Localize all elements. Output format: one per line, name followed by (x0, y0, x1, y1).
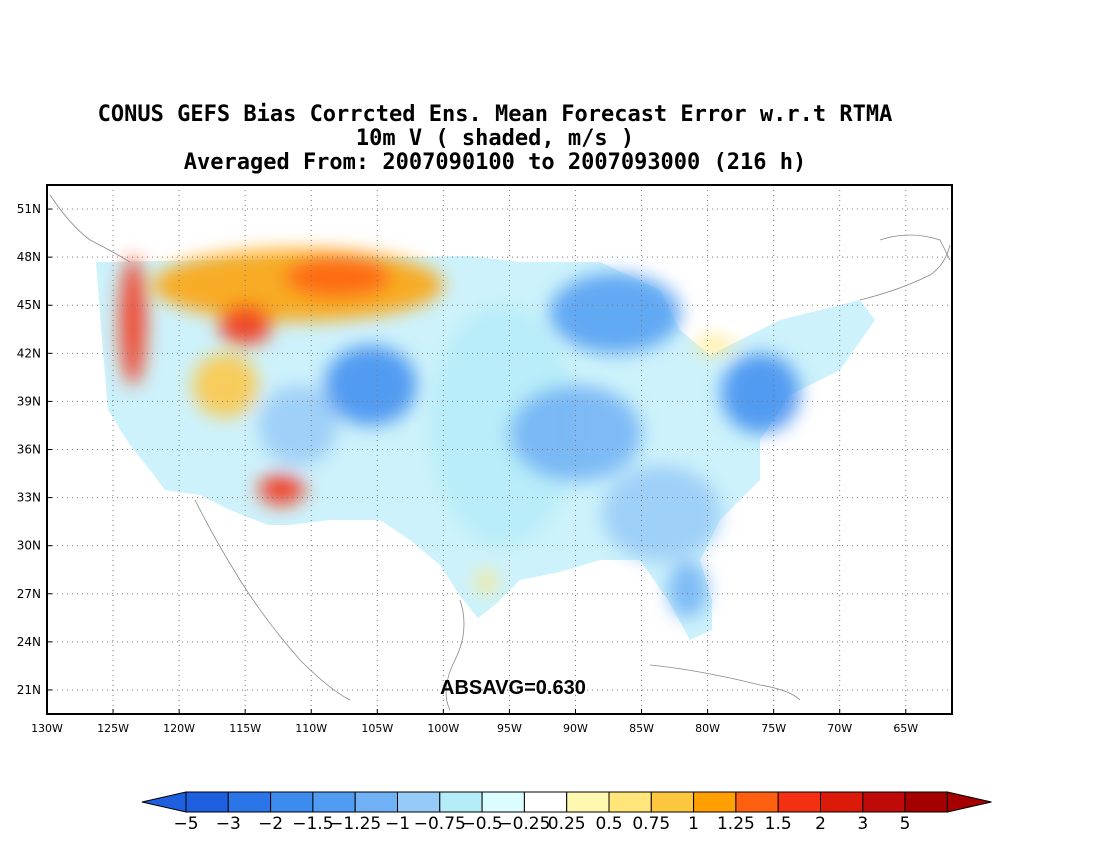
lon-label: 130W (31, 722, 63, 735)
colorbar-swatch (397, 791, 441, 813)
region-southeast-light (601, 465, 721, 562)
lat-label: 30N (17, 539, 41, 553)
colorbar-label: −0.5 (461, 814, 502, 834)
lat-label: 48N (17, 250, 41, 264)
colorbar-swatch (820, 791, 864, 813)
region-plains-light (430, 305, 576, 546)
colorbar-swatch (227, 791, 272, 813)
lon-label: 95W (497, 722, 522, 735)
lon-label: 70W (827, 722, 852, 735)
region-texas-coast-yellow (476, 569, 497, 594)
lon-label: 125W (97, 722, 129, 735)
colorbar-swatch (735, 791, 779, 813)
lat-label: 24N (17, 635, 41, 649)
colorbar-left-arrow (141, 791, 187, 813)
colorbar-label: 2 (815, 814, 826, 834)
lat-label: 42N (17, 346, 41, 360)
colorbar-label: 1.25 (717, 814, 755, 834)
colorbar-label: −2 (258, 814, 283, 834)
colorbar-swatch (312, 791, 356, 813)
colorbar-swatch (439, 791, 483, 813)
colorbar-swatch (354, 791, 399, 813)
gulf-coast (445, 599, 465, 711)
colorbar-label: −5 (173, 814, 198, 834)
colorbar-label: 1 (688, 814, 699, 834)
title-line-2: 10m V ( shaded, m/s ) (355, 126, 635, 151)
lat-label: 36N (17, 443, 41, 457)
cuba-coast (649, 664, 801, 701)
nova-scotia-coast (859, 244, 951, 301)
colorbar-swatch (566, 791, 610, 813)
colorbar-label: −3 (216, 814, 241, 834)
lon-label: 100W (427, 722, 459, 735)
baja-coast (194, 499, 351, 701)
region-great-basin-blue (258, 385, 338, 466)
absavg-label: ABSAVG=0.630 (440, 677, 586, 699)
colorbar-swatch (777, 791, 822, 813)
colorbar-label: −1.5 (292, 814, 333, 834)
colorbar-swatch (862, 791, 906, 813)
colorbar-swatch (523, 791, 568, 813)
colorbar-swatch (693, 791, 737, 813)
colorbar-swatch (904, 791, 948, 813)
lon-label: 110W (295, 722, 327, 735)
lat-label: 33N (17, 491, 41, 505)
canada-coast (49, 194, 131, 263)
colorbar-label: 0.5 (595, 814, 622, 834)
lat-label: 21N (17, 683, 41, 697)
region-great-lakes-blue (549, 273, 682, 354)
region-florida-blue (667, 561, 708, 618)
colorbar-label: 1.5 (765, 814, 792, 834)
lon-label: 120W (163, 722, 195, 735)
lon-label: 80W (695, 722, 720, 735)
colorbar: −5 −3 −2 −1.5−1.25 −1 −0.75−0.5−0.250.25 0.5 0.… (141, 791, 992, 834)
lat-label: 51N (17, 202, 41, 216)
lat-label: 27N (17, 587, 41, 601)
lat-label: 45N (17, 298, 41, 312)
region-lake-erie-yellow (694, 337, 735, 354)
title-line-1: CONUS GEFS Bias Corrcted Ens. Mean Forec… (97, 102, 893, 127)
lat-lon-grid (47, 185, 952, 714)
shaded-field (96, 249, 875, 640)
region-colorado-blue (324, 345, 417, 426)
region-montana-core (284, 257, 391, 298)
title-line-3: Averaged From: 2007090100 to 2007093000 … (183, 150, 807, 175)
coastline-outlines (49, 194, 951, 711)
colorbar-label: −1.25 (329, 814, 381, 834)
lon-label: 115W (229, 722, 261, 735)
region-east-coast-blue (720, 353, 801, 434)
colorbar-right-arrow (946, 791, 992, 813)
colorbar-label: 5 (900, 814, 911, 834)
colorbar-label: −0.75 (414, 814, 466, 834)
colorbar-label: 0.75 (632, 814, 670, 834)
lon-label: 85W (629, 722, 654, 735)
lat-label: 39N (17, 394, 41, 408)
region-midwest-blue (509, 385, 642, 482)
labrador-coast (879, 234, 951, 261)
lon-label: 65W (893, 722, 918, 735)
colorbar-label: 3 (857, 814, 868, 834)
colorbar-swatch (481, 791, 525, 813)
colorbar-label: 0.25 (548, 814, 586, 834)
region-nevada-warm (192, 353, 259, 418)
colorbar-swatch (270, 791, 314, 813)
colorbar-label: −1 (385, 814, 410, 834)
region-pacific-nw-coast (119, 257, 147, 386)
lon-label: 105W (361, 722, 393, 735)
colorbar-swatch (608, 791, 652, 813)
colorbar-swatch (185, 791, 229, 813)
longitude-labels: 130W 125W 120W 115W 110W 105W 100W 95W 90W 85W 80W… (31, 709, 918, 735)
lon-label: 75W (761, 722, 786, 735)
region-arizona-red (258, 473, 305, 506)
lon-label: 90W (563, 722, 588, 735)
latitude-labels: 51N 48N 45N 42N 39N 36N 33N 30N 27N 24N 21N (17, 202, 52, 697)
colorbar-swatch (650, 791, 695, 813)
colorbar-label: −0.25 (498, 814, 550, 834)
